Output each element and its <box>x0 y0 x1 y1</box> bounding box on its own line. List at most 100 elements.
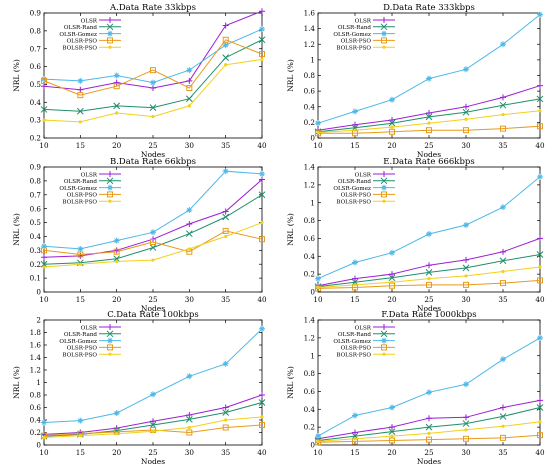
legend-marker <box>382 199 386 203</box>
x-tick-label: 15 <box>76 448 86 457</box>
data-point <box>113 237 120 244</box>
data-point <box>351 432 359 440</box>
legend-marker <box>107 171 113 177</box>
data-point <box>186 220 193 227</box>
data-point <box>113 102 121 110</box>
x-tick-label: 10 <box>39 295 49 304</box>
x-axis-label: Nodes <box>417 457 441 465</box>
y-tick-label: 1 <box>310 351 315 360</box>
x-tick-label: 25 <box>148 448 158 457</box>
y-tick-label: 0.8 <box>304 369 316 378</box>
data-point <box>259 236 265 243</box>
data-point <box>185 416 193 423</box>
legend-label: OLSR-PSO <box>67 346 98 352</box>
series-line <box>41 26 265 86</box>
data-point <box>538 109 542 113</box>
legend-label: OLSR-PSO <box>341 39 372 45</box>
data-point <box>426 262 432 269</box>
y-tick-label: 0 <box>36 441 41 450</box>
data-point <box>536 251 544 258</box>
data-point <box>222 22 229 29</box>
data-point <box>500 125 506 132</box>
chart-panel: D.Data Rate 333kbps 0 0.2 0.4 0.6 0.8 1 1.2 1.4 1… <box>286 3 545 159</box>
series-line <box>316 265 542 290</box>
data-point <box>537 82 543 89</box>
x-tick-label: 25 <box>148 295 158 304</box>
series-line <box>42 220 264 269</box>
series-line <box>41 8 265 93</box>
data-point <box>185 230 193 238</box>
data-point <box>222 36 229 43</box>
data-point <box>77 251 84 258</box>
data-point <box>463 381 469 388</box>
data-point <box>42 435 46 440</box>
data-point <box>77 77 84 84</box>
legend-label: OLSR-Rand <box>338 25 372 31</box>
data-point <box>224 418 228 422</box>
x-tick-label: 20 <box>112 448 122 457</box>
x-tick-label: 30 <box>461 448 471 457</box>
data-point <box>463 127 469 134</box>
y-tick-label: 1.2 <box>30 366 41 375</box>
data-point <box>353 283 357 287</box>
data-point <box>388 119 396 127</box>
series-line <box>316 109 542 135</box>
x-tick-label: 35 <box>221 448 231 457</box>
legend-label: OLSR <box>355 172 372 178</box>
data-point <box>352 108 358 115</box>
data-point <box>462 108 470 116</box>
data-point <box>41 83 47 90</box>
legend-label: OLSR-Gomez <box>59 186 97 192</box>
legend-label: OLSR <box>81 172 98 178</box>
data-point <box>316 285 320 290</box>
series-path <box>43 230 263 256</box>
x-axis-label: Nodes <box>417 304 441 313</box>
data-point <box>259 176 265 183</box>
x-tick-label: 15 <box>76 295 86 304</box>
x-axis-label: Nodes <box>417 150 441 159</box>
data-point <box>538 265 542 269</box>
data-point <box>425 113 433 121</box>
x-tick-label: 10 <box>39 141 49 150</box>
data-point <box>500 248 506 255</box>
x-tick-label: 30 <box>461 141 471 150</box>
y-tick-label: 0 <box>310 441 315 450</box>
chart-title: D.Data Rate 333kbps <box>383 3 475 13</box>
data-point <box>389 271 395 278</box>
x-tick-label: 35 <box>221 295 231 304</box>
y-tick-label: 0.8 <box>304 71 316 80</box>
data-point <box>115 259 119 264</box>
data-point <box>222 54 230 61</box>
y-tick-label: 1.4 <box>304 316 316 325</box>
series-line <box>41 168 265 252</box>
legend-label: BOLSR-PSO <box>62 353 97 359</box>
data-point <box>390 280 394 284</box>
data-point <box>222 404 229 411</box>
data-point <box>150 79 156 86</box>
y-tick-label: 0.6 <box>304 234 316 243</box>
data-point <box>500 204 506 211</box>
x-tick-label: 10 <box>313 295 323 304</box>
y-tick-label: 1 <box>310 198 315 207</box>
legend-marker <box>381 191 387 198</box>
data-point <box>537 432 543 439</box>
x-tick-label: 20 <box>387 141 397 150</box>
series-line <box>41 36 265 99</box>
data-point <box>463 281 469 288</box>
data-point <box>389 437 395 444</box>
x-tick-label: 40 <box>535 295 545 304</box>
data-point <box>41 247 47 254</box>
series-line <box>314 251 544 290</box>
legend-label: OLSR-Gomez <box>59 32 97 38</box>
data-point <box>537 334 543 341</box>
y-tick-label: 0.6 <box>30 403 42 412</box>
data-point <box>501 269 505 274</box>
y-tick-label: 0.9 <box>30 163 42 172</box>
legend-label: OLSR <box>355 325 372 331</box>
y-tick-label: 0.2 <box>304 118 315 127</box>
data-point <box>499 101 507 109</box>
data-point <box>463 103 469 110</box>
series-path <box>43 39 263 96</box>
legend-label: OLSR-Gomez <box>333 186 371 192</box>
data-point <box>500 356 506 363</box>
